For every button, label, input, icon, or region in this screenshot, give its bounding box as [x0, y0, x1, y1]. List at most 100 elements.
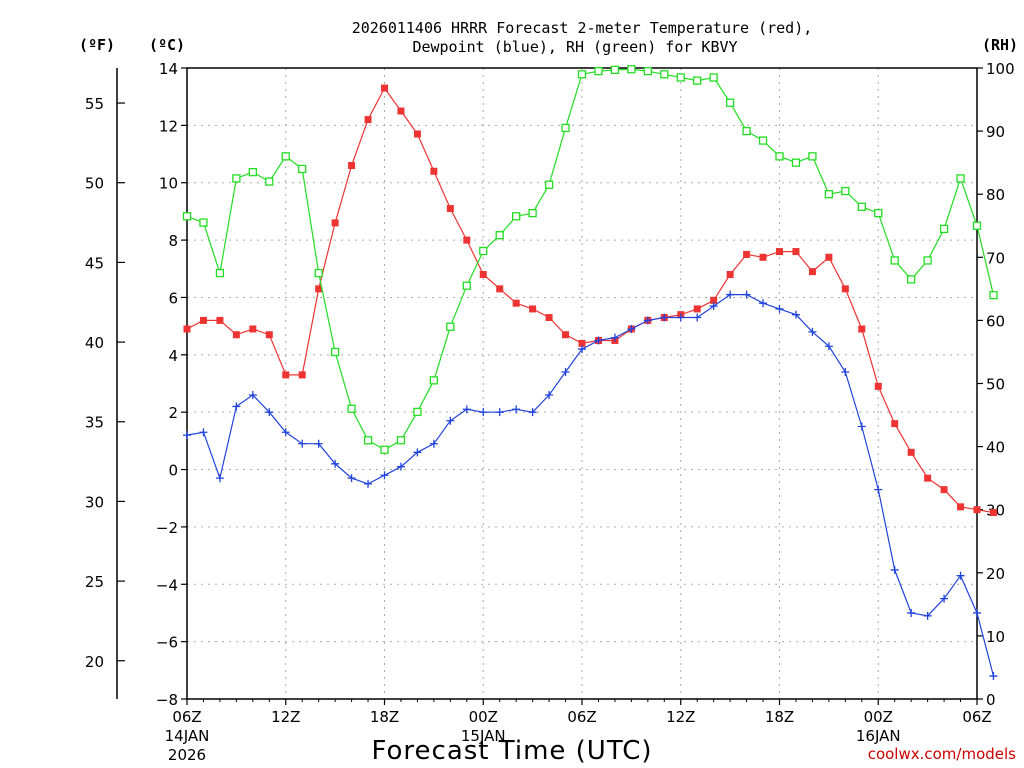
fahrenheit-tick-label: 50: [85, 175, 104, 193]
temperature-point: [249, 325, 257, 333]
temperature-point: [479, 271, 487, 279]
temperature-point: [841, 285, 849, 293]
dewpoint-point: [989, 672, 998, 681]
dewpoint-point: [693, 313, 702, 322]
dewpoint-point: [215, 474, 224, 483]
rh-point: [528, 208, 537, 218]
temperature-point: [940, 486, 948, 494]
rh-point: [182, 212, 192, 221]
temperature-point: [397, 107, 405, 115]
celsius-tick-label: −8: [156, 691, 178, 709]
dewpoint-point: [808, 327, 817, 336]
dewpoint-point: [709, 302, 718, 311]
temperature-point: [693, 305, 701, 313]
rh-point: [232, 174, 241, 183]
dewpoint-point: [298, 439, 307, 448]
rh-point: [363, 436, 373, 445]
dewpoint-point: [265, 408, 274, 417]
temperature-point: [973, 506, 981, 514]
rh-tick-label: 60: [986, 312, 1005, 330]
rh-point: [660, 70, 669, 79]
dewpoint-point: [973, 608, 981, 617]
dewpoint-point: [660, 313, 669, 322]
fahrenheit-tick-label: 55: [85, 95, 104, 113]
temperature-point: [364, 116, 372, 124]
temperature-point: [413, 130, 421, 138]
temperature-point: [446, 205, 454, 213]
dewpoint-point: [199, 428, 208, 437]
dewpoint-point: [890, 565, 899, 574]
rh-point: [857, 202, 866, 211]
rh-tick-label: 40: [986, 439, 1005, 457]
rh-point: [610, 65, 620, 75]
temperature-point: [298, 371, 306, 379]
dewpoint-point: [413, 448, 422, 457]
fahrenheit-axis: 55 50 45 40 35 30 25 20: [85, 68, 125, 699]
dewpoint-point: [561, 368, 570, 377]
dewpoint-point: [907, 608, 916, 617]
temperature-point: [792, 248, 800, 256]
rh-point: [808, 152, 817, 161]
temperature-point: [183, 325, 191, 333]
temperature-point: [924, 474, 932, 482]
rh-point: [956, 174, 965, 183]
dewpoint-point: [824, 342, 833, 351]
series-2-meter-temperature: [183, 84, 997, 517]
temperature-point: [710, 296, 718, 304]
dewpoint-point: [528, 408, 537, 417]
rh-point: [841, 186, 850, 196]
celsius-tick-label: 12: [159, 117, 178, 135]
fahrenheit-tick-label: 35: [85, 414, 104, 432]
temperature-point: [282, 371, 290, 379]
rh-point: [396, 436, 406, 445]
dewpoint-point: [726, 290, 735, 299]
series-layer: [182, 65, 998, 681]
dewpoint-point: [643, 316, 652, 325]
dewpoint-point: [841, 368, 850, 377]
temperature-point: [430, 167, 438, 175]
rh-point: [890, 256, 899, 265]
x-tick-label: 06Z: [172, 708, 201, 726]
celsius-tick-label: 4: [168, 347, 178, 365]
rh-point: [923, 256, 932, 265]
rh-axis: 1009080706050403020100: [977, 60, 1015, 709]
series-line: [186, 86, 994, 514]
x-tick-label: 18Z: [765, 708, 794, 726]
rh-point: [330, 347, 340, 357]
temperature-point: [562, 331, 570, 339]
dewpoint-point: [314, 439, 323, 448]
fahrenheit-tick-label: 40: [85, 334, 104, 352]
x-tick-label: 06Z: [567, 708, 596, 726]
dewpoint-point: [610, 333, 619, 342]
rh-point: [512, 212, 521, 221]
credit-text: coolwx.com/models: [868, 745, 1016, 763]
rh-point: [594, 67, 603, 76]
rh-tick-label: 50: [986, 376, 1005, 394]
x-tick-label: 00Z: [864, 708, 893, 726]
dewpoint-point: [364, 479, 373, 488]
rh-point: [314, 268, 323, 278]
rh-point: [446, 322, 455, 331]
rh-tick-label: 10: [986, 628, 1005, 646]
rh-point: [627, 65, 636, 74]
dewpoint-point: [874, 485, 883, 494]
temperature-point: [808, 268, 816, 276]
temperature-point: [529, 305, 537, 313]
dewpoint-point: [512, 405, 521, 414]
dewpoint-point: [759, 299, 768, 308]
dewpoint-point: [594, 336, 603, 345]
dewpoint-point: [281, 428, 290, 437]
rh-point: [725, 98, 735, 107]
rh-point: [709, 73, 718, 82]
temperature-point: [381, 84, 388, 92]
x-tick-year-label: 2026: [168, 746, 206, 764]
rh-point: [742, 126, 751, 136]
rh-point: [907, 275, 916, 284]
temperature-point: [776, 248, 783, 256]
dewpoint-point: [232, 402, 241, 411]
dewpoint-point: [940, 594, 949, 603]
x-axis-label: Forecast Time (UTC): [371, 736, 652, 766]
rh-point: [577, 70, 587, 79]
rh-point: [413, 407, 422, 417]
rh-point: [693, 76, 702, 85]
